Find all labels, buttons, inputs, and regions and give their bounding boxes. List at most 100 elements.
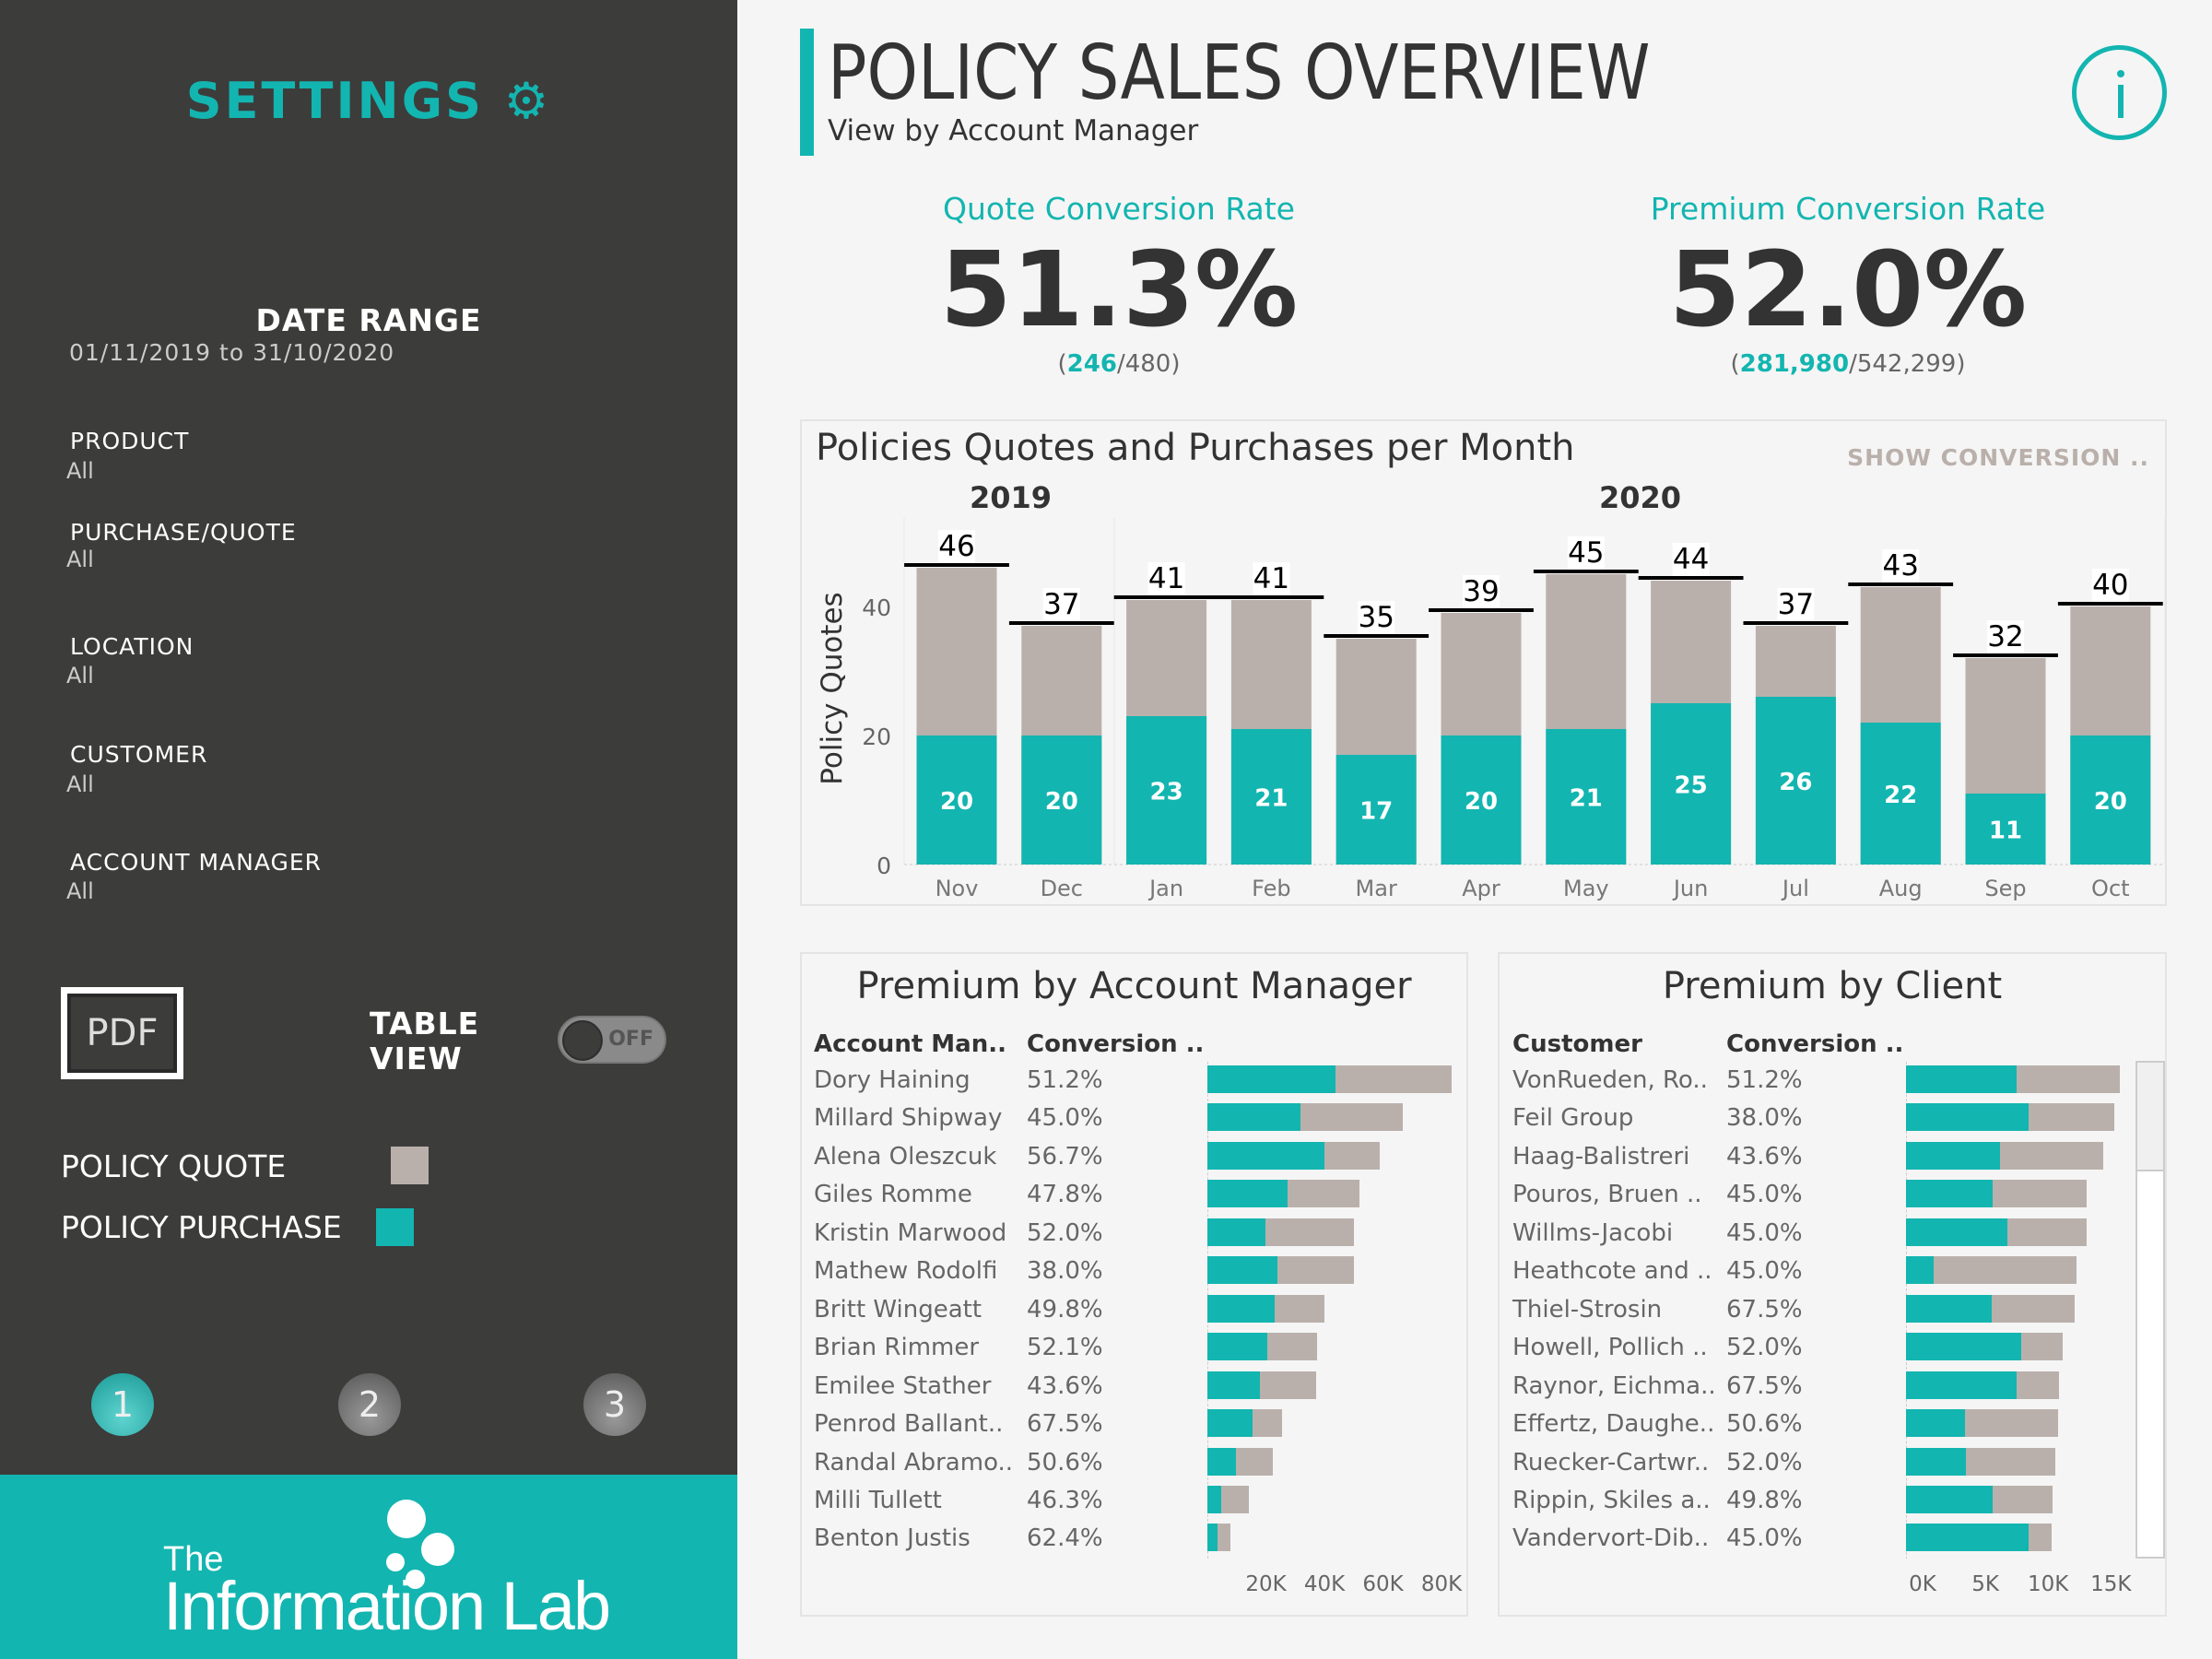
filter-purchase-quote-label: PURCHASE/QUOTE bbox=[70, 519, 297, 546]
quote-label-bg bbox=[2091, 569, 2129, 602]
purchase-bar[interactable] bbox=[1965, 794, 2046, 865]
purchase-premium-bar[interactable] bbox=[1207, 1447, 1237, 1476]
purchase-premium-bar[interactable] bbox=[1207, 1141, 1325, 1170]
row-name[interactable]: Brian Rimmer bbox=[814, 1334, 980, 1362]
row-name[interactable]: Pouros, Bruen .. bbox=[1512, 1181, 1702, 1209]
info-icon[interactable] bbox=[2072, 45, 2167, 140]
client-table-viewport: VonRueden, Ro.. 51.2% Feil Group 38.0% Haag-… bbox=[1498, 1060, 2134, 1559]
row-name[interactable]: Randal Abramo.. bbox=[814, 1448, 1014, 1477]
filter-product-value[interactable]: All bbox=[66, 458, 94, 484]
purchase-bar[interactable] bbox=[1755, 697, 1836, 865]
purchase-premium-bar[interactable] bbox=[1906, 1333, 2022, 1361]
row-name[interactable]: Vandervort-Dib.. bbox=[1512, 1524, 1710, 1553]
purchase-bar[interactable] bbox=[2070, 735, 2151, 865]
purchase-premium-bar[interactable] bbox=[1207, 1256, 1277, 1285]
row-name[interactable]: Raynor, Eichma.. bbox=[1512, 1371, 1716, 1400]
purchase-bar[interactable] bbox=[1126, 716, 1207, 865]
gear-icon[interactable]: ⚙ bbox=[503, 72, 552, 130]
column-header-conversion[interactable]: Conversion .. bbox=[1726, 1030, 1904, 1058]
pdf-export-button[interactable]: PDF bbox=[61, 987, 183, 1079]
client-table-scrollbar[interactable] bbox=[2136, 1061, 2165, 1559]
purchase-premium-bar[interactable] bbox=[1906, 1371, 2017, 1399]
table-view-toggle[interactable]: OFF bbox=[558, 1016, 666, 1064]
purchase-bar[interactable] bbox=[1335, 755, 1417, 865]
row-name[interactable]: Penrod Ballant.. bbox=[814, 1410, 1004, 1439]
purchase-bar[interactable] bbox=[1441, 735, 1522, 865]
purchase-premium-bar[interactable] bbox=[1906, 1485, 1993, 1513]
purchase-bar[interactable] bbox=[1230, 729, 1312, 865]
quote-value-label: 45 bbox=[1568, 536, 1604, 570]
filter-purchase-quote-value[interactable]: All bbox=[66, 547, 94, 572]
purchase-premium-bar[interactable] bbox=[1906, 1409, 1965, 1438]
show-conversion-button[interactable]: SHOW CONVERSION .. bbox=[1847, 444, 2149, 471]
y-tick-label: 40 bbox=[862, 594, 891, 621]
purchase-value-label: 20 bbox=[2094, 788, 2127, 816]
row-name[interactable]: Willms-Jacobi bbox=[1512, 1218, 1674, 1247]
filter-account-manager-value[interactable]: All bbox=[66, 878, 94, 904]
row-name[interactable]: VonRueden, Ro.. bbox=[1512, 1066, 1708, 1094]
row-name[interactable]: Britt Wingeatt bbox=[814, 1295, 982, 1324]
column-header-conversion[interactable]: Conversion .. bbox=[1027, 1030, 1205, 1058]
purchase-premium-bar[interactable] bbox=[1207, 1524, 1218, 1552]
date-range-filter[interactable]: 01/11/2019 to 31/10/2020 bbox=[69, 339, 395, 366]
purchase-premium-bar[interactable] bbox=[1207, 1485, 1222, 1513]
row-conversion: 51.2% bbox=[1726, 1066, 1803, 1094]
filter-customer-value[interactable]: All bbox=[66, 771, 94, 797]
filter-location-value[interactable]: All bbox=[66, 663, 94, 688]
purchase-premium-bar[interactable] bbox=[1207, 1180, 1288, 1208]
row-name[interactable]: Millard Shipway bbox=[814, 1104, 1003, 1133]
purchase-premium-bar[interactable] bbox=[1906, 1447, 1967, 1476]
row-name[interactable]: Giles Romme bbox=[814, 1181, 972, 1209]
client-panel-title: Premium by Client bbox=[1662, 965, 2003, 1007]
row-name[interactable]: Kristin Marwood bbox=[814, 1218, 1007, 1247]
row-name[interactable]: Milli Tullett bbox=[814, 1486, 942, 1514]
row-name[interactable]: Benton Justis bbox=[814, 1524, 971, 1553]
row-name[interactable]: Mathew Rodolfi bbox=[814, 1257, 998, 1286]
filter-account-manager-label: ACCOUNT MANAGER bbox=[70, 849, 323, 876]
purchase-premium-bar[interactable] bbox=[1207, 1333, 1268, 1361]
purchase-premium-bar[interactable] bbox=[1207, 1065, 1336, 1093]
quote-label-bg bbox=[1987, 620, 2024, 653]
row-name[interactable]: Alena Oleszcuk bbox=[814, 1142, 997, 1171]
row-name[interactable]: Emilee Stather bbox=[814, 1371, 992, 1400]
purchase-bar[interactable] bbox=[1651, 703, 1732, 865]
column-header-name[interactable]: Account Man.. bbox=[814, 1030, 1006, 1058]
purchase-premium-bar[interactable] bbox=[1207, 1294, 1276, 1323]
row-name[interactable]: Effertz, Daughe.. bbox=[1512, 1410, 1715, 1439]
purchase-bar[interactable] bbox=[1546, 729, 1627, 865]
purchase-premium-bar[interactable] bbox=[1207, 1409, 1253, 1438]
purchase-premium-bar[interactable] bbox=[1906, 1294, 1992, 1323]
row-name[interactable]: Haag-Balistreri bbox=[1512, 1142, 1690, 1171]
filter-product-label: PRODUCT bbox=[70, 428, 190, 454]
row-name[interactable]: Thiel-Strosin bbox=[1512, 1295, 1663, 1324]
purchase-premium-bar[interactable] bbox=[1906, 1065, 2017, 1093]
row-name[interactable]: Howell, Pollich .. bbox=[1512, 1334, 1708, 1362]
premium-total-amount: 542,299 bbox=[1856, 350, 1957, 378]
column-header-name[interactable]: Customer bbox=[1512, 1030, 1642, 1058]
row-name[interactable]: Feil Group bbox=[1512, 1104, 1634, 1133]
row-name[interactable]: Ruecker-Cartwr.. bbox=[1512, 1448, 1710, 1477]
purchase-bar[interactable] bbox=[1021, 735, 1102, 865]
purchase-premium-bar[interactable] bbox=[1906, 1218, 2008, 1246]
quote-value-label: 41 bbox=[1148, 562, 1184, 595]
page-button-1[interactable]: 1 bbox=[91, 1373, 154, 1436]
purchase-premium-bar[interactable] bbox=[1906, 1524, 2030, 1552]
purchase-bar[interactable] bbox=[916, 735, 997, 865]
purchase-premium-bar[interactable] bbox=[1906, 1180, 1993, 1208]
scrollbar-thumb[interactable] bbox=[2137, 1063, 2163, 1171]
purchase-premium-bar[interactable] bbox=[1207, 1103, 1301, 1132]
purchase-premium-bar[interactable] bbox=[1906, 1141, 2001, 1170]
row-name[interactable]: Heathcote and .. bbox=[1512, 1257, 1712, 1286]
purchase-premium-bar[interactable] bbox=[1906, 1256, 1934, 1285]
row-name[interactable]: Dory Haining bbox=[814, 1066, 971, 1094]
row-conversion: 67.5% bbox=[1726, 1371, 1803, 1400]
purchase-premium-bar[interactable] bbox=[1906, 1103, 2030, 1132]
quote-premium-bar[interactable] bbox=[1906, 1256, 2077, 1285]
purchase-premium-bar[interactable] bbox=[1207, 1371, 1261, 1399]
row-name[interactable]: Rippin, Skiles a.. bbox=[1512, 1486, 1711, 1514]
page-button-2[interactable]: 2 bbox=[338, 1373, 401, 1436]
purchase-bar[interactable] bbox=[1860, 723, 1941, 865]
page-button-3[interactable]: 3 bbox=[583, 1373, 646, 1436]
month-label: Sep bbox=[1984, 876, 2026, 901]
purchase-premium-bar[interactable] bbox=[1207, 1218, 1266, 1246]
